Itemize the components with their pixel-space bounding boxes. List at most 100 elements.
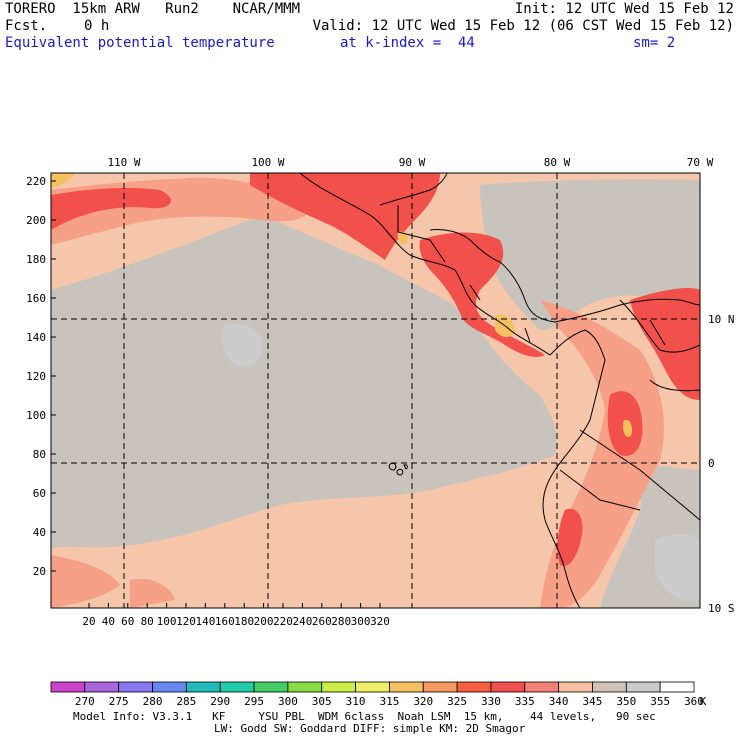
colorbar-swatch bbox=[355, 681, 390, 693]
coastlines bbox=[299, 173, 700, 608]
x-tick-label: 200 bbox=[254, 615, 274, 628]
lat-label: 10 N bbox=[708, 313, 735, 326]
x-tick-label: 60 bbox=[121, 615, 134, 628]
x-tick-label: 280 bbox=[331, 615, 351, 628]
y-tick-label: 60 bbox=[33, 487, 46, 500]
field-lightgray-patch bbox=[221, 323, 263, 368]
x-tick-label: 100 bbox=[157, 615, 177, 628]
y-tick-label: 20 bbox=[33, 565, 46, 578]
lon-label: 70 W bbox=[687, 156, 714, 169]
colorbar-label: 275 bbox=[109, 695, 129, 708]
colorbar-label: 340 bbox=[549, 695, 569, 708]
x-tick-label: 240 bbox=[292, 615, 312, 628]
level-index: at k-index = 44 bbox=[340, 35, 475, 51]
field-gray-region bbox=[480, 179, 700, 330]
x-index-ticks: 20 40 60 80 100 120 140 160 180 200 220 240 260 280 30… bbox=[82, 603, 390, 628]
coastline-south-america-east bbox=[619, 299, 700, 392]
colorbar-swatch bbox=[490, 681, 526, 693]
colorbar-swatch bbox=[253, 681, 289, 693]
lat-label: 0 bbox=[708, 457, 715, 470]
field-gray-region bbox=[51, 398, 130, 448]
x-tick-label: 180 bbox=[234, 615, 254, 628]
y-tick-label: 180 bbox=[26, 253, 46, 266]
colorbar-swatch bbox=[659, 681, 695, 693]
y-tick-label: 40 bbox=[33, 526, 46, 539]
colorbar-swatch bbox=[118, 681, 153, 693]
physics-info: LW: Godd SW: Goddard DIFF: simple KM: 2D… bbox=[214, 722, 526, 735]
init-time: Init: 12 UTC Wed 15 Feb 12 bbox=[514, 1, 734, 17]
colorbar-swatch bbox=[50, 681, 86, 693]
colorbar-swatch bbox=[84, 681, 120, 693]
colorbar-label: 330 bbox=[481, 695, 501, 708]
y-tick-label: 80 bbox=[33, 448, 46, 461]
x-tick-label: 300 bbox=[351, 615, 371, 628]
colorbar-label: 320 bbox=[413, 695, 433, 708]
y-tick-label: 160 bbox=[26, 292, 46, 305]
colorbar-label: 300 bbox=[278, 695, 298, 708]
colorbar-label: 270 bbox=[75, 695, 95, 708]
x-tick-label: 80 bbox=[141, 615, 154, 628]
lat-label: 10 S bbox=[708, 602, 735, 615]
colorbar-swatch bbox=[456, 681, 492, 693]
colorbar-swatch bbox=[524, 681, 560, 693]
colorbar-label: 360 bbox=[684, 695, 704, 708]
colorbar-label: 310 bbox=[346, 695, 366, 708]
forecast-label: Fcst. bbox=[5, 18, 48, 34]
field-orange-spot bbox=[397, 231, 408, 244]
graticule bbox=[51, 173, 700, 608]
y-tick-label: 220 bbox=[26, 175, 46, 188]
colorbar-swatch bbox=[592, 681, 627, 693]
colorbar-swatch bbox=[558, 681, 593, 693]
colorbar-label: 280 bbox=[143, 695, 163, 708]
field-red-region bbox=[630, 288, 700, 400]
field-orange-spot bbox=[51, 173, 75, 188]
colorbar-swatch bbox=[219, 681, 255, 693]
field-salmon-region bbox=[130, 578, 175, 608]
x-tick-label: 140 bbox=[195, 615, 215, 628]
x-tick-label: 40 bbox=[102, 615, 115, 628]
colorbar-swatch bbox=[389, 681, 424, 693]
field-gray-region bbox=[51, 215, 557, 548]
field-name: Equivalent potential temperature bbox=[5, 35, 275, 51]
x-tick-label: 160 bbox=[215, 615, 235, 628]
x-tick-label: 20 bbox=[82, 615, 95, 628]
colorbar-swatch bbox=[422, 681, 458, 693]
x-tick-label: 120 bbox=[176, 615, 196, 628]
field-red-region bbox=[419, 232, 545, 357]
colorbar-swatch bbox=[152, 681, 187, 693]
coastline-central-america bbox=[299, 173, 606, 608]
y-tick-label: 120 bbox=[26, 370, 46, 383]
x-tick-label: 220 bbox=[273, 615, 293, 628]
field-lightgray-patch bbox=[655, 534, 700, 601]
model-title: TORERO 15km ARW Run2 NCAR/MMM bbox=[5, 1, 301, 17]
theta-e-field bbox=[51, 173, 700, 608]
colorbar-label: 295 bbox=[244, 695, 264, 708]
colorbar-label: 315 bbox=[379, 695, 399, 708]
lon-label: 100 W bbox=[251, 156, 284, 169]
field-salmon-region bbox=[51, 555, 120, 608]
colorbar-swatch bbox=[625, 681, 661, 693]
y-tick-label: 140 bbox=[26, 331, 46, 344]
colorbar-label: 350 bbox=[616, 695, 636, 708]
y-index-ticks: 220 200 180 160 140 120 100 80 60 40 20 bbox=[26, 175, 56, 578]
colorbar-label: 305 bbox=[312, 695, 332, 708]
lon-label: 80 W bbox=[544, 156, 571, 169]
smoothing-value: sm= 2 bbox=[633, 35, 676, 51]
plot-frame bbox=[50, 172, 701, 609]
x-tick-label: 320 bbox=[370, 615, 390, 628]
galapagos-islands bbox=[388, 463, 408, 476]
x-tick-label: 260 bbox=[312, 615, 332, 628]
colorbar-swatch bbox=[287, 681, 323, 693]
y-tick-label: 100 bbox=[26, 409, 46, 422]
y-tick-label: 200 bbox=[26, 214, 46, 227]
colorbar-swatch bbox=[321, 681, 356, 693]
colorbar-swatch bbox=[185, 681, 221, 693]
colorbar-label: 345 bbox=[583, 695, 603, 708]
colorbar-label: 285 bbox=[176, 695, 196, 708]
colorbar-label: 355 bbox=[650, 695, 670, 708]
lon-label: 110 W bbox=[107, 156, 140, 169]
colorbar-label: 325 bbox=[447, 695, 467, 708]
colorbar-unit: K bbox=[700, 695, 707, 708]
colorbar-label: 335 bbox=[515, 695, 535, 708]
